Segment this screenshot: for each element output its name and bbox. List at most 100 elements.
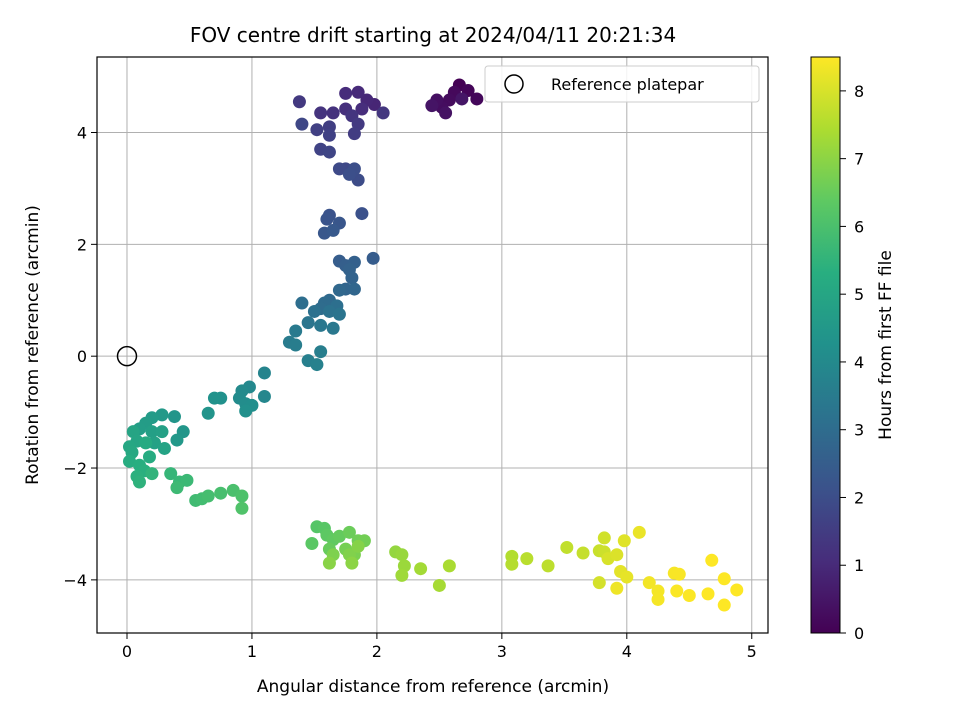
data-point [239,404,253,418]
data-point [332,162,346,176]
data-point [351,85,365,99]
data-point [145,467,159,481]
data-point [322,556,336,570]
data-point [632,525,646,539]
colorbar-tick-label: 5 [854,285,864,304]
data-point [235,501,249,515]
data-point [326,321,340,335]
data-point [180,473,194,487]
data-point [345,556,359,570]
data-point [122,454,136,468]
y-tick-label: 2 [77,235,87,254]
legend-entry-reference: Reference platepar [551,75,704,94]
data-point [670,584,684,598]
y-axis-label: Rotation from reference (arcmin) [23,205,43,485]
data-point [705,553,719,567]
colorbar-tick-label: 3 [854,421,864,440]
data-point [214,486,228,500]
data-point [717,572,731,586]
colorbar-tick-label: 6 [854,217,864,236]
data-point [314,106,328,120]
x-tick-label: 3 [497,642,507,661]
data-point [351,539,365,553]
data-point [505,557,519,571]
colorbar-tick-label: 8 [854,82,864,101]
data-point [342,167,356,181]
data-point [326,223,340,237]
data-point [142,450,156,464]
data-point [355,207,369,221]
data-point [620,570,634,584]
data-point [310,358,324,372]
data-point [295,117,309,131]
data-point [717,598,731,612]
x-tick-label: 1 [247,642,257,661]
data-point [520,552,534,566]
data-point [682,589,696,603]
data-point [592,576,606,590]
data-point [642,576,656,590]
colorbar-tick-label: 7 [854,150,864,169]
data-point [155,408,169,422]
data-point [157,441,171,455]
data-point [170,433,184,447]
data-point [376,106,390,120]
data-point [301,316,315,330]
data-point [366,251,380,265]
data-point [332,307,346,321]
y-tick-label: 0 [77,347,87,366]
data-point [576,546,590,560]
data-point [322,145,336,159]
data-point [339,86,353,100]
data-point [257,366,271,380]
data-point [651,592,665,606]
data-point [257,389,271,403]
reference-platepar-marker [116,345,138,367]
data-point [455,92,469,106]
data-point [425,99,439,113]
colorbar [810,56,841,634]
y-tick-label: −2 [63,459,87,478]
data-point [322,304,336,318]
data-point [432,578,446,592]
data-point [207,391,221,405]
x-axis-ticks: 0 1 2 3 4 5 [122,633,757,661]
x-tick-label: 2 [372,642,382,661]
grid-lines [97,57,768,633]
data-point [332,529,346,543]
legend: Reference platepar [484,65,760,103]
data-point [305,537,319,551]
data-point [395,568,409,582]
data-point [332,283,346,297]
data-point [307,304,321,318]
y-axis-ticks: −4 −2 0 2 4 [63,123,97,590]
x-axis-label: Angular distance from reference (arcmin) [257,677,609,697]
colorbar-tick-label: 1 [854,556,864,575]
data-point [155,425,169,439]
data-point [701,587,715,601]
colorbar-tick-label: 0 [854,624,864,643]
plot-frame [96,56,769,634]
data-point [541,559,555,573]
data-point [470,92,484,106]
data-point [439,106,453,120]
data-point [310,123,324,137]
data-point [292,95,306,109]
data-point [672,567,686,581]
data-point [326,106,340,120]
chart-title: FOV centre drift starting at 2024/04/11 … [190,23,676,47]
data-point [560,540,574,554]
data-point [610,581,624,595]
data-point [164,467,178,481]
data-point [442,559,456,573]
x-tick-label: 4 [622,642,632,661]
data-point [132,475,146,489]
data-point [730,583,744,597]
data-point [342,525,356,539]
colorbar-tick-label: 4 [854,353,864,372]
data-point [167,410,181,424]
data-point [201,406,215,420]
colorbar-tick-label: 2 [854,488,864,507]
